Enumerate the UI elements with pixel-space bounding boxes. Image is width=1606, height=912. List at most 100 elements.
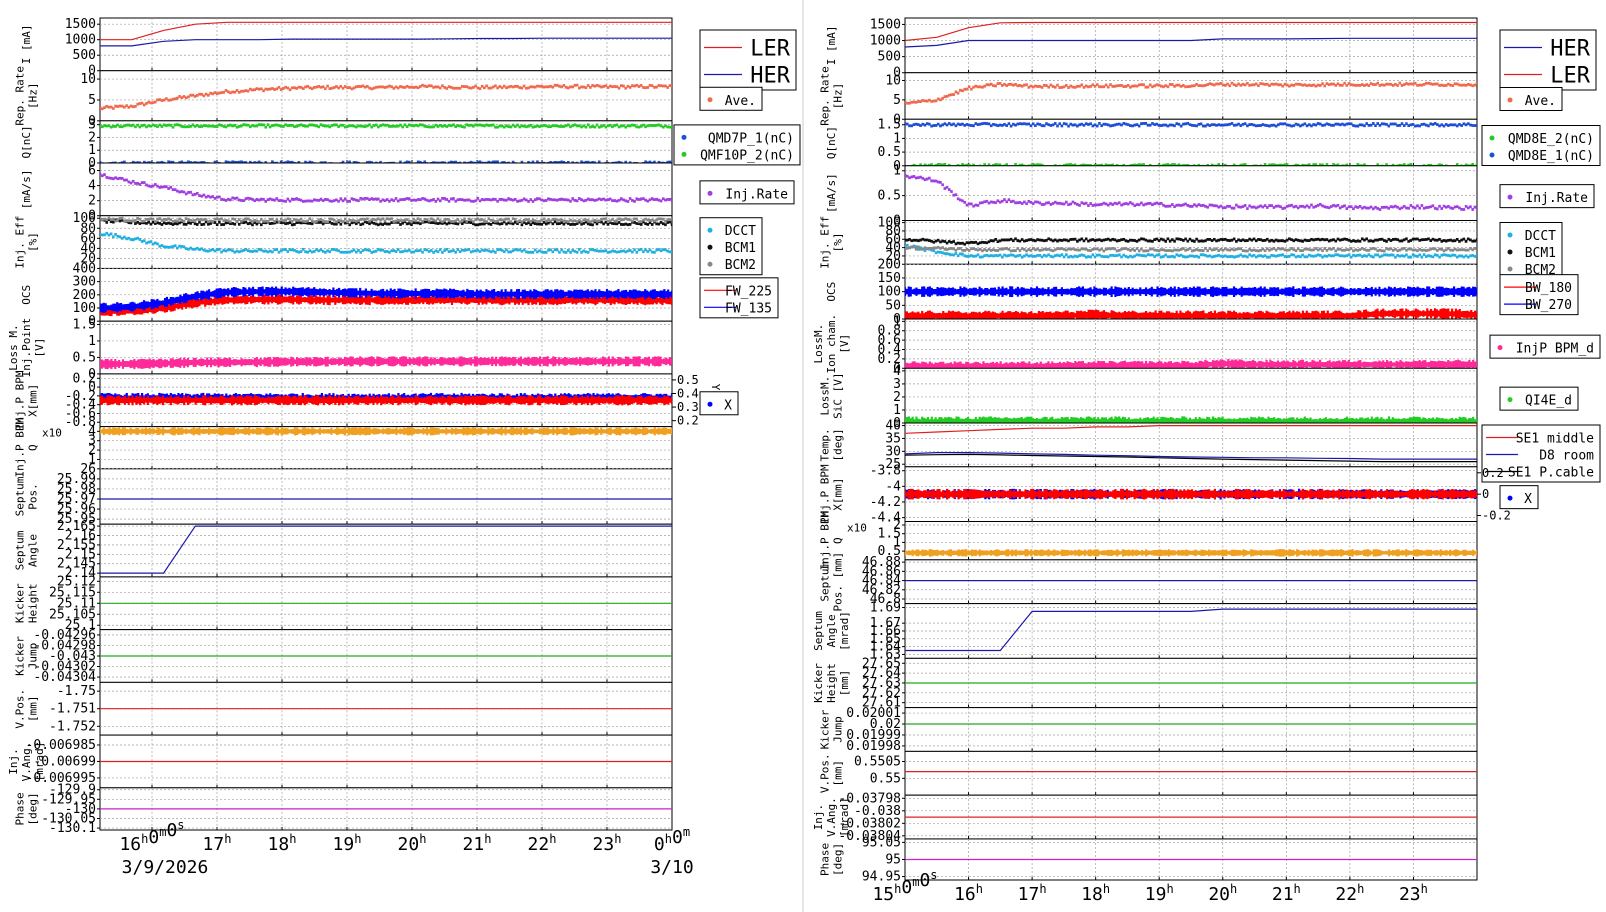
data-point [602,197,605,201]
data-point [963,164,967,166]
data-point [299,250,303,253]
data-point [553,217,557,221]
data-point [140,101,144,105]
data-point [286,124,290,127]
data-point [472,86,475,89]
data-point [244,161,248,164]
data-point [569,223,572,226]
data-point [578,197,581,200]
data-point [319,123,323,127]
data-point [379,160,382,164]
data-point [628,85,632,89]
y-tick-label: 100 [73,211,96,226]
data-point [542,221,546,224]
data-point [494,220,497,223]
y-tick-label: -0.4 [65,398,96,413]
data-point [540,222,544,226]
data-point [1385,82,1388,86]
data-point [1023,83,1026,87]
data-point [1274,82,1278,86]
data-point [310,87,314,91]
data-point [189,93,192,97]
data-point [447,199,451,203]
data-point [343,197,347,201]
legend-label: FW_225 [725,284,772,299]
y-axis-label: Jump [27,643,40,670]
data-point [171,188,175,192]
data-point [646,250,650,253]
data-point [1383,83,1386,87]
data-point [436,250,440,254]
data-point [544,85,548,89]
data-point [525,198,528,202]
data-point [626,249,630,253]
x-date-label: 3/10 [650,857,693,878]
data-point [1204,83,1207,87]
data-point [1261,82,1265,86]
data-point [626,84,630,88]
data-point [167,160,170,164]
data-point [195,217,199,221]
data-point [509,220,513,224]
data-point [945,94,949,98]
data-point [542,250,546,254]
data-point [321,124,325,127]
data-point [489,198,493,202]
data-point [151,220,155,224]
data-point [930,124,933,128]
y-axis-label: Inj.P BPM [14,418,27,478]
data-point [1093,84,1097,88]
data-point [1155,83,1159,87]
data-point [189,190,192,194]
data-point [628,161,632,164]
data-point [447,250,451,254]
data-point [301,87,305,90]
data-point [198,220,201,224]
data-point [330,217,334,221]
data-point [480,198,484,201]
data-point [489,123,493,127]
data-point [330,124,334,127]
data-point [156,184,159,188]
data-point [1173,84,1176,88]
data-point [317,221,321,224]
data-point [1104,83,1108,87]
data-point [184,217,188,221]
y-tick-label: 2.145 [57,557,96,572]
data-point [1071,163,1075,166]
data-point [573,198,577,202]
data-point [1418,83,1421,87]
data-point [438,221,442,225]
data-point [123,219,126,223]
data-point [306,250,309,254]
data-point [983,84,986,88]
data-point [189,246,192,250]
data-point [542,161,546,164]
data-point [551,85,555,89]
data-point [207,249,210,253]
y-tick-label: 0.2 [73,371,96,386]
data-point [310,161,314,164]
data-point [207,222,210,226]
data-point [1336,163,1340,166]
data-point [1376,163,1380,166]
data-point [114,161,117,164]
data-point [626,223,630,227]
data-point [295,221,298,225]
data-point [129,104,133,108]
data-point [1182,164,1185,166]
data-point [505,198,508,202]
y-tick-label: 400 [73,261,96,276]
data-point [467,86,471,90]
data-point [335,220,338,224]
data-point [447,85,451,89]
data-point [1056,83,1059,87]
data-point [326,220,329,224]
data-point [472,220,475,224]
data-point [377,223,380,227]
data-point [324,124,327,128]
series-inj-rate [100,172,672,203]
data-point [441,84,444,88]
data-point [1303,164,1307,166]
data-point [996,82,1000,85]
